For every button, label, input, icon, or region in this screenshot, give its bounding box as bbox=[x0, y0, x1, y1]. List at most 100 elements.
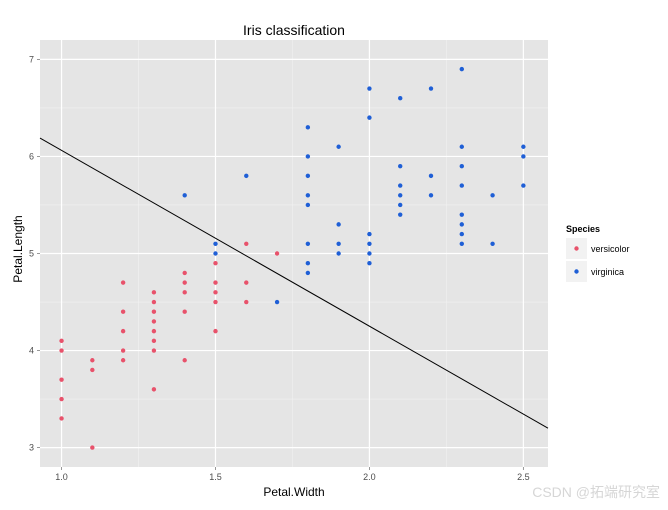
virginica-point bbox=[459, 222, 464, 227]
virginica-point bbox=[305, 173, 311, 179]
legend-title: Species bbox=[566, 224, 600, 234]
y-tick-label: 7 bbox=[29, 54, 34, 64]
versicolor-point bbox=[182, 358, 187, 363]
y-tick-label: 4 bbox=[29, 346, 34, 356]
virginica-point bbox=[398, 96, 403, 101]
versicolor-point bbox=[274, 251, 280, 256]
versicolor-point bbox=[244, 280, 249, 285]
versicolor-point bbox=[59, 396, 64, 402]
virginica-point bbox=[428, 86, 434, 91]
virginica-point bbox=[305, 154, 311, 159]
virginica-point bbox=[244, 173, 249, 179]
versicolor-point bbox=[244, 299, 249, 305]
legend-label-virginica: virginica bbox=[591, 267, 624, 277]
virginica-point bbox=[490, 241, 495, 246]
virginica-point bbox=[367, 231, 372, 237]
versicolor-point bbox=[90, 367, 95, 373]
versicolor-point bbox=[151, 309, 157, 314]
virginica-point bbox=[305, 193, 311, 198]
x-tick-label: 1.0 bbox=[55, 472, 68, 482]
versicolor-point bbox=[182, 309, 187, 314]
virginica-point bbox=[398, 202, 403, 208]
legend-marker-virginica bbox=[574, 269, 579, 274]
virginica-point bbox=[305, 125, 311, 130]
virginica-point bbox=[521, 154, 526, 159]
virginica-point bbox=[336, 222, 341, 227]
virginica-point bbox=[459, 212, 464, 217]
versicolor-point bbox=[120, 358, 126, 363]
y-tick-label: 3 bbox=[29, 443, 34, 453]
virginica-point bbox=[459, 231, 464, 237]
virginica-point bbox=[428, 193, 434, 198]
versicolor-point bbox=[120, 328, 126, 334]
legend: Species versicolor virginica bbox=[566, 224, 630, 282]
virginica-point bbox=[274, 299, 280, 305]
decision-line bbox=[39, 137, 549, 429]
versicolor-point bbox=[244, 241, 249, 246]
versicolor-point bbox=[90, 358, 95, 363]
versicolor-point bbox=[151, 348, 157, 353]
y-axis-title: Petal.Length bbox=[11, 215, 25, 282]
virginica-point bbox=[305, 270, 311, 276]
virginica-point bbox=[459, 183, 464, 188]
decision-boundary bbox=[39, 137, 549, 429]
legend-label-versicolor: versicolor bbox=[591, 244, 630, 254]
virginica-point bbox=[521, 144, 526, 149]
versicolor-point bbox=[213, 280, 218, 285]
data-points bbox=[59, 66, 526, 450]
virginica-point bbox=[428, 173, 434, 179]
virginica-point bbox=[521, 183, 526, 188]
virginica-point bbox=[305, 241, 311, 246]
virginica-point bbox=[182, 193, 187, 198]
versicolor-point bbox=[182, 280, 187, 285]
versicolor-point bbox=[120, 348, 126, 353]
virginica-point bbox=[336, 144, 341, 149]
versicolor-point bbox=[213, 261, 218, 266]
virginica-point bbox=[367, 251, 372, 256]
versicolor-point bbox=[213, 290, 218, 295]
versicolor-point bbox=[182, 270, 187, 276]
versicolor-point bbox=[59, 416, 64, 421]
y-tick-label: 5 bbox=[29, 249, 34, 259]
virginica-point bbox=[367, 261, 372, 266]
virginica-point bbox=[398, 163, 403, 169]
versicolor-point bbox=[213, 299, 218, 305]
versicolor-point bbox=[90, 445, 95, 450]
versicolor-point bbox=[151, 338, 157, 344]
virginica-point bbox=[490, 193, 495, 198]
virginica-point bbox=[367, 86, 372, 91]
virginica-point bbox=[398, 183, 403, 188]
versicolor-point bbox=[120, 280, 126, 285]
virginica-point bbox=[336, 251, 341, 256]
virginica-point bbox=[398, 193, 403, 198]
virginica-point bbox=[459, 163, 464, 169]
watermark-text: CSDN @拓端研究室 bbox=[532, 484, 660, 500]
virginica-point bbox=[305, 202, 311, 208]
virginica-point bbox=[367, 115, 372, 120]
virginica-point bbox=[398, 212, 403, 217]
chart-title: Iris classification bbox=[243, 22, 345, 38]
tick-labels: 1.0 1.5 2.0 2.5 3 4 5 6 7 bbox=[29, 54, 530, 482]
versicolor-point bbox=[59, 348, 64, 353]
versicolor-point bbox=[120, 309, 126, 314]
y-tick-label: 6 bbox=[29, 151, 34, 161]
virginica-point bbox=[459, 241, 464, 246]
virginica-point bbox=[459, 144, 464, 149]
x-tick-label: 2.5 bbox=[517, 472, 530, 482]
versicolor-point bbox=[151, 328, 157, 334]
versicolor-point bbox=[151, 319, 157, 324]
versicolor-point bbox=[151, 290, 157, 295]
virginica-point bbox=[305, 261, 311, 266]
versicolor-point bbox=[59, 338, 64, 344]
virginica-point bbox=[459, 66, 464, 72]
legend-marker-versicolor bbox=[574, 246, 579, 251]
versicolor-point bbox=[182, 290, 187, 295]
virginica-point bbox=[213, 241, 218, 246]
versicolor-point bbox=[151, 387, 157, 392]
virginica-point bbox=[213, 251, 218, 256]
versicolor-point bbox=[151, 299, 157, 305]
x-tick-label: 2.0 bbox=[363, 472, 376, 482]
virginica-point bbox=[367, 241, 372, 246]
x-tick-label: 1.5 bbox=[209, 472, 222, 482]
